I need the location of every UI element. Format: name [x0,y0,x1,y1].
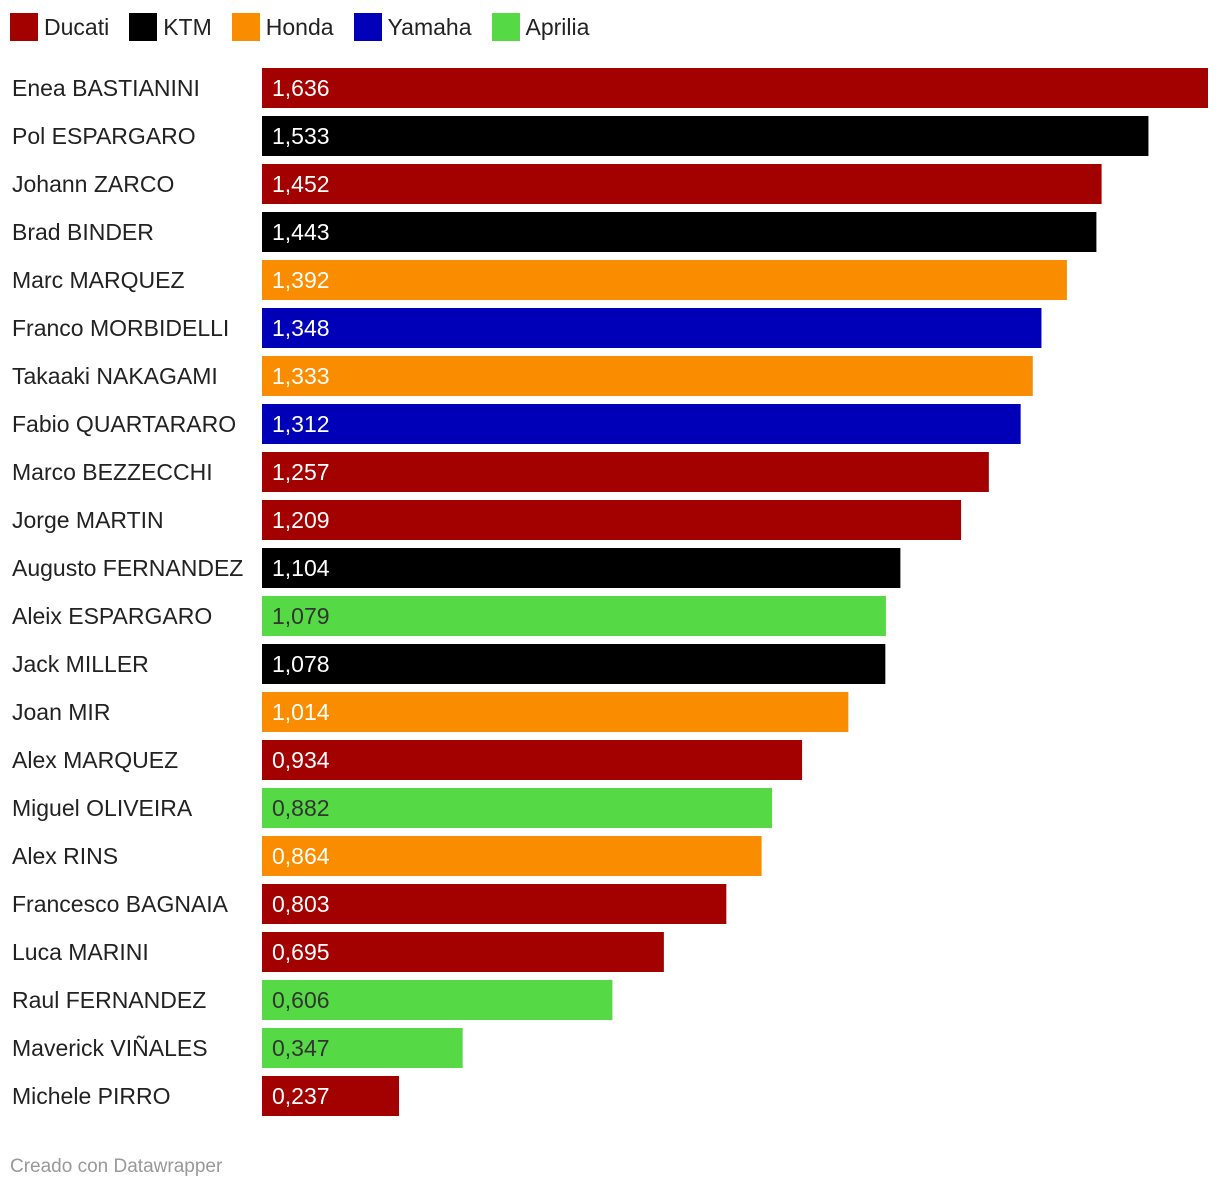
bar-value-label: 0,882 [272,795,330,821]
bar-value-label: 1,312 [272,411,330,437]
category-label: Francesco BAGNAIA [12,891,229,917]
bar [262,164,1102,204]
category-label: Jack MILLER [12,651,149,677]
legend-label-yamaha: Yamaha [387,13,472,40]
bar-value-label: 1,636 [272,75,330,101]
legend-label-ktm: KTM [163,13,212,40]
category-label: Augusto FERNANDEZ [12,555,243,581]
bar [262,500,962,540]
bar-value-label: 0,347 [272,1035,330,1061]
bar-value-label: 0,695 [272,939,330,965]
bar [262,644,886,684]
bar [262,68,1208,108]
bar-value-label: 1,104 [272,555,330,581]
bar-value-label: 0,803 [272,891,330,917]
category-label: Franco MORBIDELLI [12,315,229,341]
bar [262,356,1033,396]
category-label: Johann ZARCO [12,171,174,197]
legend-item-honda: Honda [231,13,334,41]
legend-item-ducati: Ducati [10,13,109,41]
category-label: Raul FERNANDEZ [12,987,206,1013]
bar [262,260,1067,300]
bar [262,596,886,636]
legend-label-aprilia: Aprilia [525,13,590,40]
category-label: Marco BEZZECCHI [12,459,213,485]
bar [262,788,773,828]
category-label: Miguel OLIVEIRA [12,795,193,821]
legend-swatch-honda [231,13,260,41]
bar [262,932,664,972]
bar [262,548,901,588]
category-label: Aleix ESPARGARO [12,603,212,629]
category-label: Brad BINDER [12,219,154,245]
bar [262,308,1042,348]
bar [262,404,1021,444]
category-label: Michele PIRRO [12,1083,170,1109]
category-label: Pol ESPARGARO [12,123,196,149]
bar-value-label: 1,443 [272,219,330,245]
bar [262,836,762,876]
legend-item-ktm: KTM [129,13,212,41]
bar-value-label: 1,257 [272,459,330,485]
bar-value-label: 1,078 [272,651,330,677]
category-label: Takaaki NAKAGAMI [12,363,218,389]
bar-value-label: 1,348 [272,315,330,341]
legend-swatch-aprilia [491,13,520,41]
category-label: Fabio QUARTARARO [12,411,236,437]
bar-value-label: 1,333 [272,363,330,389]
bar [262,1076,400,1116]
bar [262,884,727,924]
bar [262,980,613,1020]
legend-swatch-ktm [129,13,158,41]
bar-value-label: 1,209 [272,507,330,533]
category-label: Enea BASTIANINI [12,75,200,101]
category-label: Maverick VIÑALES [12,1035,208,1061]
bar-value-label: 0,864 [272,843,330,869]
bar-value-label: 0,606 [272,987,330,1013]
footer-credit: Creado con Datawrapper [10,1156,223,1177]
bar [262,692,849,732]
category-label: Luca MARINI [12,939,149,965]
legend-item-aprilia: Aprilia [491,13,590,41]
bar [262,1028,463,1068]
bar-value-label: 1,392 [272,267,330,293]
legend-swatch-ducati [10,13,38,41]
bar-value-label: 1,533 [272,123,330,149]
category-label: Jorge MARTIN [12,507,164,533]
bar [262,740,803,780]
bar-value-label: 1,452 [272,171,330,197]
bar-value-label: 1,079 [272,603,330,629]
category-label: Marc MARQUEZ [12,267,185,293]
legend: Ducati KTM Honda Yamaha Aprilia [10,12,609,42]
category-label: Joan MIR [12,699,110,725]
legend-label-honda: Honda [265,13,334,40]
category-label: Alex RINS [12,843,118,869]
legend-item-yamaha: Yamaha [353,13,472,41]
legend-swatch-yamaha [353,13,382,41]
bar-value-label: 0,237 [272,1083,330,1109]
bar-value-label: 0,934 [272,747,330,773]
legend-label-ducati: Ducati [44,13,110,40]
category-label: Alex MARQUEZ [12,747,178,773]
bar [262,212,1097,252]
bar [262,116,1149,156]
bar-value-label: 1,014 [272,699,330,725]
bar [262,452,989,492]
